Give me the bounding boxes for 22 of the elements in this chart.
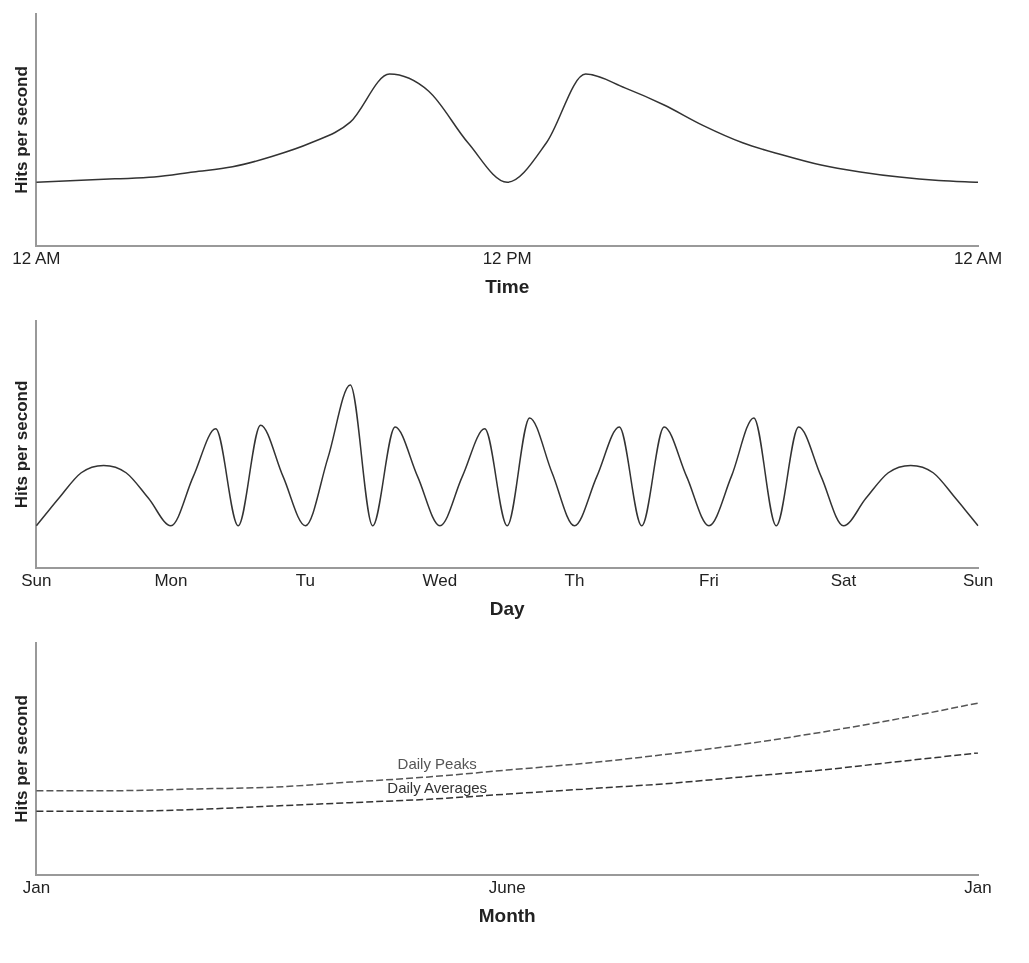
x-tick-label: Th <box>564 570 585 590</box>
x-tick-label: 12 AM <box>12 248 61 268</box>
x-tick-label: Fri <box>699 570 719 590</box>
x-tick-label: 12 AM <box>953 248 1003 268</box>
y-axis-title: Hits per second <box>11 695 31 823</box>
x-tick-label: June <box>488 877 526 897</box>
x-axis-title: Month <box>478 904 536 926</box>
series-label: Daily Peaks <box>397 754 477 772</box>
x-tick-label: Sun <box>21 570 52 590</box>
x-tick-label: Wed <box>422 570 458 590</box>
x-axis-title: Day <box>489 597 526 619</box>
x-tick-label: Sat <box>830 570 857 590</box>
x-tick-label: 12 PM <box>482 248 532 268</box>
x-tick-label: Jan <box>964 877 992 897</box>
x-tick-label: Tu <box>295 570 316 590</box>
y-axis-title: Hits per second <box>11 66 31 194</box>
x-axis-title: Time <box>485 275 530 297</box>
series-label: Daily Averages <box>387 778 488 796</box>
x-tick-label: Mon <box>154 570 188 590</box>
x-tick-label: Sun <box>962 570 994 590</box>
y-axis-title: Hits per second <box>11 380 31 509</box>
x-tick-label: Jan <box>22 877 51 897</box>
